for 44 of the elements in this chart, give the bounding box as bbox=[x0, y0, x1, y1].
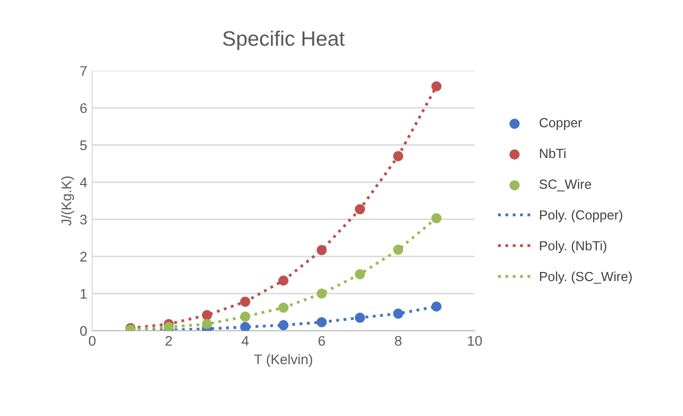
y-tick-label: 5 bbox=[80, 140, 87, 150]
y-tick-label: 6 bbox=[80, 103, 87, 114]
point bbox=[278, 302, 289, 313]
y-tick-label: 1 bbox=[80, 289, 87, 299]
y-tick-label: 2 bbox=[80, 252, 87, 262]
legend-label: NbTi bbox=[540, 148, 566, 158]
point bbox=[393, 308, 404, 319]
point bbox=[202, 310, 212, 320]
point bbox=[316, 317, 327, 328]
x-tick-label: 10 bbox=[468, 336, 482, 346]
legend-label: SC_Wire bbox=[540, 179, 592, 192]
point bbox=[240, 322, 250, 331]
y-axis-title: J/(Kg.K) bbox=[61, 176, 74, 226]
legend-label: Poly. (NbTi) bbox=[540, 240, 606, 254]
point bbox=[240, 296, 250, 307]
y-tick-label: 0 bbox=[80, 326, 87, 336]
point bbox=[354, 269, 366, 280]
y-tick-label: 3 bbox=[80, 214, 87, 224]
chart-title: Specific Heat bbox=[223, 30, 345, 50]
point bbox=[164, 322, 174, 331]
legend-label: Poly. (Copper) bbox=[540, 210, 622, 222]
point bbox=[354, 312, 366, 323]
point bbox=[240, 312, 250, 322]
x-axis-title: T (Kelvin) bbox=[254, 354, 312, 368]
point bbox=[316, 288, 327, 299]
point bbox=[393, 244, 404, 255]
point bbox=[354, 204, 366, 214]
point bbox=[316, 245, 327, 256]
x-tick-label: 4 bbox=[242, 336, 249, 346]
x-tick-label: 6 bbox=[318, 336, 325, 346]
legend-label: Poly. (SC_Wire) bbox=[540, 272, 632, 284]
point bbox=[431, 301, 442, 312]
x-tick-label: 8 bbox=[394, 336, 402, 346]
y-tick-label: 4 bbox=[80, 178, 87, 188]
point bbox=[393, 151, 404, 162]
x-tick-label: 0 bbox=[88, 336, 96, 346]
legend-label: Copper bbox=[540, 118, 582, 130]
point bbox=[431, 213, 442, 224]
y-tick-label: 7 bbox=[80, 66, 87, 76]
point bbox=[278, 320, 289, 330]
point bbox=[202, 318, 212, 330]
x-tick-label: 2 bbox=[166, 336, 172, 346]
point bbox=[431, 81, 442, 92]
point bbox=[278, 275, 289, 286]
